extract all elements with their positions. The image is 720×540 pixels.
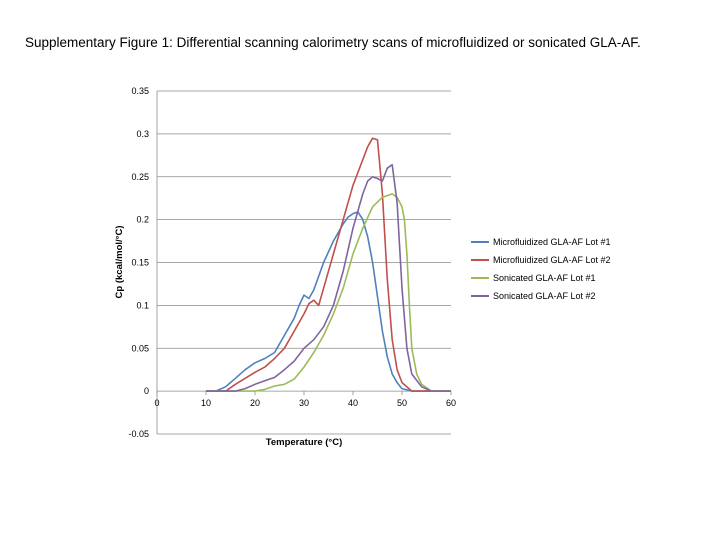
y-tick-label: 0.25 [131,172,149,182]
x-tick-label: 40 [348,398,358,408]
y-tick-label: 0.05 [131,343,149,353]
legend-label-4: Sonicated GLA-AF Lot #2 [493,291,596,301]
legend: Microfluidized GLA-AF Lot #1 Microfluidiz… [471,237,611,301]
y-tick-label: 0.3 [136,129,149,139]
legend-label-3: Sonicated GLA-AF Lot #1 [493,273,596,283]
y-tick-label: 0.15 [131,258,149,268]
y-tick-label: 0.2 [136,215,149,225]
legend-label-2: Microfluidized GLA-AF Lot #2 [493,255,611,265]
y-tick-label: 0 [144,386,149,396]
x-tick-label: 0 [154,398,159,408]
y-axis-title: Cp (kcal/mol/°C) [114,226,125,299]
y-tick-label: 0.1 [136,300,149,310]
legend-label-1: Microfluidized GLA-AF Lot #1 [493,237,611,247]
x-tick-label: 50 [397,398,407,408]
y-tick-label: -0.05 [128,429,149,439]
x-axis-title: Temperature (°C) [266,437,342,448]
x-tick-label: 20 [250,398,260,408]
series-line-2 [206,137,451,392]
x-tick-label: 30 [299,398,309,408]
x-tick-label: 60 [446,398,456,408]
series-line-4 [206,163,451,392]
series-line-3 [206,193,451,392]
x-tick-label: 10 [201,398,211,408]
series-line-1 [206,211,451,392]
figure-caption: Supplementary Figure 1: Differential sca… [25,35,641,50]
y-tick-label: 0.35 [131,86,149,96]
series-layer [206,137,451,392]
